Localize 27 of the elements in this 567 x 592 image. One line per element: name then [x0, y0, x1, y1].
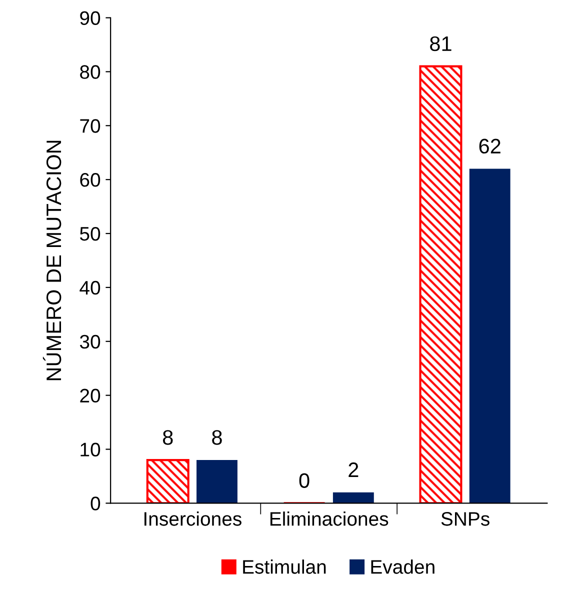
- y-tick-label: 50: [80, 226, 100, 241]
- data-label: 8: [212, 430, 222, 445]
- x-tick-label: Eliminaciones: [270, 512, 388, 526]
- bar: [146, 459, 190, 504]
- data-label: 81: [430, 36, 452, 52]
- x-tick-label: Inserciones: [144, 512, 242, 526]
- y-tick-label: 80: [80, 65, 100, 79]
- data-label: 2: [348, 462, 358, 477]
- legend-label: Evaden: [371, 560, 434, 574]
- bar: [196, 460, 238, 504]
- data-label: 0: [299, 473, 310, 488]
- bar: [332, 492, 374, 504]
- y-tick-label: 30: [80, 334, 100, 349]
- y-axis-title: NÚMERO DE MUTACION: [42, 140, 62, 380]
- y-tick-label: 90: [80, 11, 100, 25]
- y-tick-label: 60: [80, 173, 100, 187]
- data-label: 8: [162, 430, 173, 445]
- y-tick-label: 20: [80, 388, 100, 403]
- y-tick-label: 40: [80, 280, 100, 295]
- y-tick-label: 10: [80, 442, 100, 456]
- data-label: 62: [479, 138, 500, 154]
- legend-label: Estimulan: [243, 560, 326, 574]
- bar: [419, 65, 462, 504]
- y-tick-label: 0: [90, 496, 100, 510]
- bar: [469, 168, 510, 504]
- y-tick-label: 70: [80, 119, 100, 133]
- x-tick-label: SNPs: [441, 512, 490, 526]
